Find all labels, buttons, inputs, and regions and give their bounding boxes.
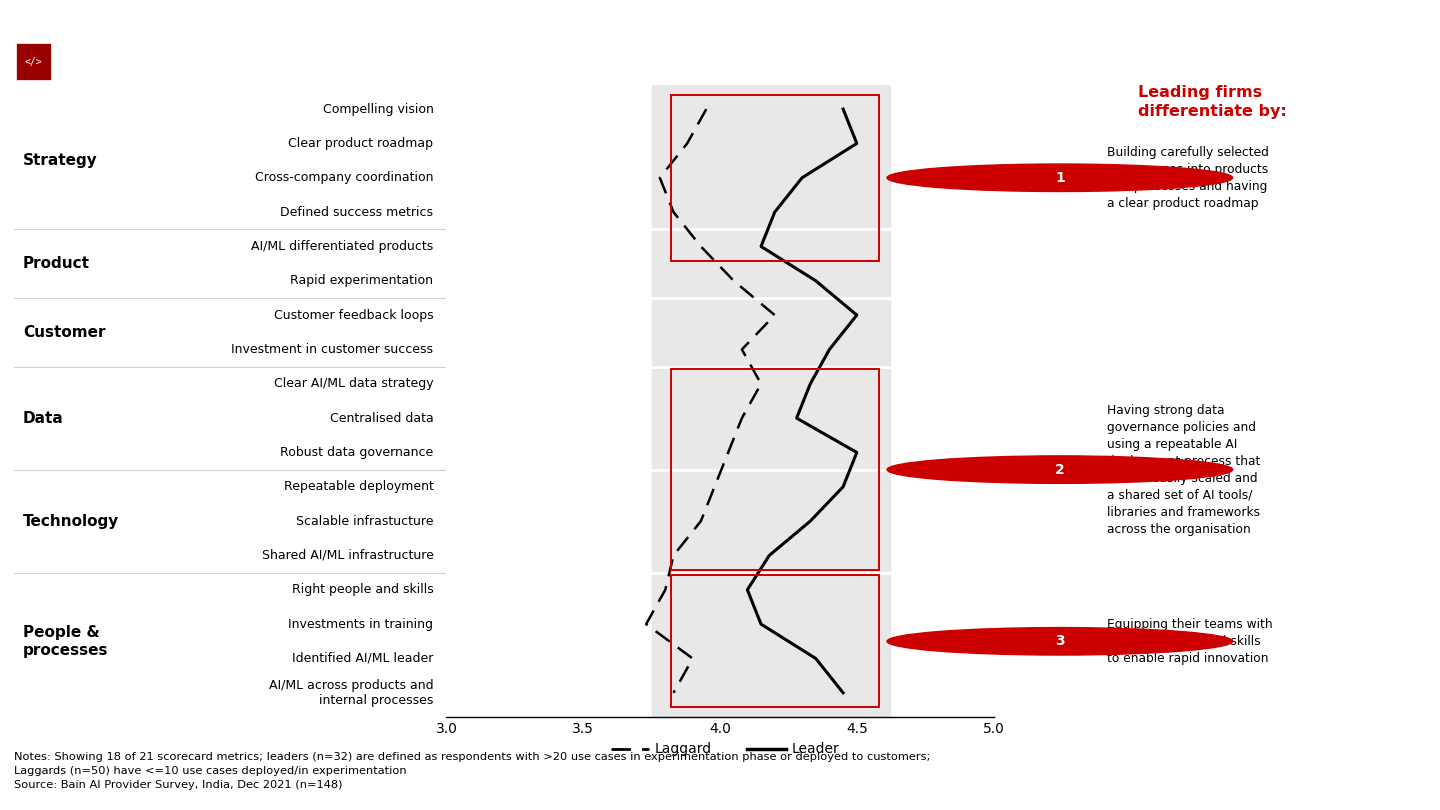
- Bar: [671, 95, 878, 261]
- Text: Building carefully selected
AI use cases into products
and processes and having
: Building carefully selected AI use cases…: [1107, 146, 1269, 210]
- Text: Clear product roadmap: Clear product roadmap: [288, 137, 433, 150]
- Text: Technology: Technology: [23, 514, 120, 529]
- Text: Customer feedback loops: Customer feedback loops: [274, 309, 433, 322]
- Bar: [651, 85, 890, 717]
- Circle shape: [887, 628, 1233, 655]
- Text: Scalable infrastucture: Scalable infrastucture: [297, 514, 433, 527]
- Circle shape: [887, 456, 1233, 484]
- Text: Product: Product: [23, 256, 91, 271]
- Text: Leader: Leader: [791, 742, 840, 757]
- Text: 2: 2: [1056, 463, 1064, 476]
- Text: Customer: Customer: [23, 325, 105, 339]
- Text: Having strong data
governance policies and
using a repeatable AI
deployment proc: Having strong data governance policies a…: [1107, 403, 1261, 535]
- Text: Right people and skills: Right people and skills: [292, 583, 433, 596]
- Text: Robust data governance: Robust data governance: [281, 446, 433, 459]
- Text: Providers: Providers: [72, 54, 154, 69]
- Text: Clear AI/ML data strategy: Clear AI/ML data strategy: [274, 377, 433, 390]
- Bar: [671, 369, 878, 570]
- Text: AI/ML differentiated products: AI/ML differentiated products: [251, 240, 433, 253]
- Text: Defined success metrics: Defined success metrics: [281, 206, 433, 219]
- Text: Laggard: Laggard: [654, 742, 711, 757]
- Text: Leading firms
differentiate by:: Leading firms differentiate by:: [1138, 85, 1286, 118]
- Text: People &
processes: People & processes: [23, 625, 108, 658]
- Text: Investments in training: Investments in training: [288, 618, 433, 631]
- Text: Notes: Showing 18 of 21 scorecard metrics; leaders (n=32) are defined as respond: Notes: Showing 18 of 21 scorecard metric…: [14, 752, 930, 790]
- Text: AI/ML across products and
internal processes: AI/ML across products and internal proce…: [269, 679, 433, 707]
- Text: Investment in customer success: Investment in customer success: [232, 343, 433, 356]
- Text: 1: 1: [1056, 171, 1064, 185]
- Text: Repeatable deployment: Repeatable deployment: [284, 480, 433, 493]
- Text: Shared AI/ML infrastructure: Shared AI/ML infrastructure: [262, 549, 433, 562]
- Text: Compelling vision: Compelling vision: [323, 103, 433, 116]
- Bar: [16, 43, 52, 80]
- Text: Centralised data: Centralised data: [330, 411, 433, 424]
- Circle shape: [887, 164, 1233, 191]
- Bar: [671, 575, 878, 707]
- Text: Rapid experimentation: Rapid experimentation: [291, 275, 433, 288]
- Text: Strategy: Strategy: [23, 153, 98, 168]
- Text: </>: </>: [24, 57, 43, 66]
- Text: Cross-company coordination: Cross-company coordination: [255, 171, 433, 184]
- Text: Equipping their teams with
the right talent and skills
to enable rapid innovatio: Equipping their teams with the right tal…: [1107, 618, 1273, 665]
- Text: 3: 3: [1056, 634, 1064, 648]
- Text: Identified AI/ML leader: Identified AI/ML leader: [292, 652, 433, 665]
- Text: Data: Data: [23, 411, 63, 425]
